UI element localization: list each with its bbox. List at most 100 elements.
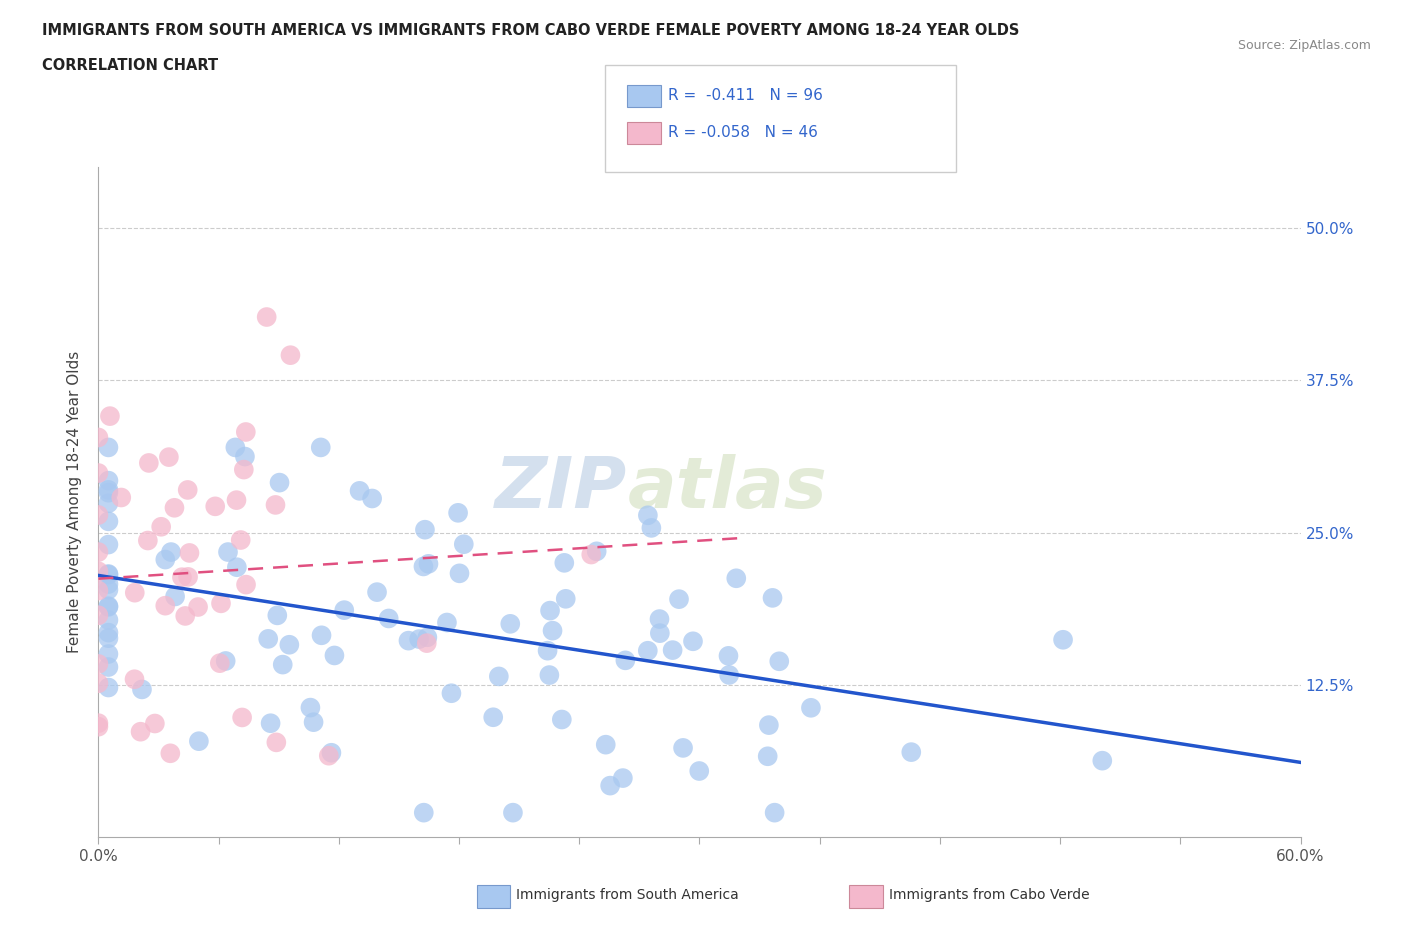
Point bbox=[138, 456, 160, 471]
Point bbox=[541, 623, 564, 638]
Point bbox=[97, 566, 120, 581]
Point bbox=[187, 600, 209, 615]
Point bbox=[321, 745, 343, 760]
Point bbox=[900, 745, 922, 760]
Point bbox=[124, 671, 146, 686]
Point bbox=[187, 734, 209, 749]
Point bbox=[87, 466, 110, 481]
Point bbox=[278, 637, 301, 652]
Point bbox=[538, 604, 561, 618]
Point bbox=[333, 603, 356, 618]
Y-axis label: Female Poverty Among 18-24 Year Olds: Female Poverty Among 18-24 Year Olds bbox=[67, 352, 83, 654]
Point bbox=[581, 547, 603, 562]
Point bbox=[97, 440, 120, 455]
Point bbox=[311, 628, 333, 643]
Point bbox=[266, 735, 288, 750]
Point bbox=[215, 654, 238, 669]
Point bbox=[269, 475, 291, 490]
Point bbox=[97, 538, 120, 552]
Point bbox=[668, 591, 690, 606]
Point bbox=[377, 611, 399, 626]
Point bbox=[1091, 753, 1114, 768]
Point bbox=[87, 719, 110, 734]
Point bbox=[259, 716, 281, 731]
Point bbox=[718, 668, 741, 683]
Point bbox=[163, 500, 186, 515]
Point bbox=[174, 608, 197, 623]
Point bbox=[302, 715, 325, 730]
Point bbox=[416, 630, 439, 644]
Point bbox=[758, 718, 780, 733]
Point bbox=[217, 545, 239, 560]
Text: Immigrants from South America: Immigrants from South America bbox=[516, 887, 738, 902]
Point bbox=[97, 625, 120, 640]
Point bbox=[412, 559, 434, 574]
Point bbox=[97, 473, 120, 488]
Point bbox=[440, 685, 463, 700]
Point bbox=[640, 521, 662, 536]
Point bbox=[309, 440, 332, 455]
Point bbox=[97, 631, 120, 645]
Point bbox=[637, 644, 659, 658]
Point bbox=[124, 585, 146, 600]
Point bbox=[323, 648, 346, 663]
Point bbox=[688, 764, 710, 778]
Point bbox=[97, 599, 120, 614]
Point bbox=[538, 668, 561, 683]
Point bbox=[682, 634, 704, 649]
Point bbox=[224, 440, 246, 455]
Point bbox=[97, 659, 120, 674]
Point bbox=[97, 485, 120, 500]
Text: atlas: atlas bbox=[627, 455, 827, 524]
Point bbox=[208, 656, 231, 671]
Point bbox=[97, 600, 120, 615]
Point bbox=[136, 533, 159, 548]
Point bbox=[177, 569, 200, 584]
Point bbox=[412, 805, 434, 820]
Point bbox=[756, 749, 779, 764]
Point bbox=[264, 498, 287, 512]
Point bbox=[436, 615, 458, 630]
Point bbox=[235, 578, 257, 592]
Point bbox=[1052, 632, 1074, 647]
Point bbox=[449, 565, 471, 580]
Point bbox=[129, 724, 152, 739]
Point bbox=[157, 450, 180, 465]
Point bbox=[763, 805, 786, 820]
Point bbox=[97, 582, 120, 597]
Point bbox=[209, 596, 232, 611]
Point bbox=[231, 710, 253, 724]
Text: R = -0.058   N = 46: R = -0.058 N = 46 bbox=[668, 126, 818, 140]
Point bbox=[418, 556, 440, 571]
Point bbox=[672, 740, 695, 755]
Point bbox=[800, 700, 823, 715]
Point bbox=[87, 545, 110, 560]
Point bbox=[97, 680, 120, 695]
Point bbox=[165, 589, 187, 604]
Point bbox=[98, 408, 121, 423]
Point bbox=[398, 633, 420, 648]
Point bbox=[447, 505, 470, 520]
Point bbox=[266, 608, 288, 623]
Text: CORRELATION CHART: CORRELATION CHART bbox=[42, 58, 218, 73]
Point bbox=[366, 585, 388, 600]
Point bbox=[280, 348, 302, 363]
Point bbox=[97, 514, 120, 529]
Point bbox=[160, 545, 183, 560]
Point bbox=[204, 498, 226, 513]
Point bbox=[87, 716, 110, 731]
Point bbox=[553, 555, 575, 570]
Point bbox=[637, 508, 659, 523]
Point bbox=[614, 653, 637, 668]
Point bbox=[554, 591, 576, 606]
Point bbox=[97, 483, 120, 498]
Point bbox=[232, 462, 254, 477]
Point bbox=[97, 577, 120, 591]
Point bbox=[725, 571, 748, 586]
Point bbox=[87, 564, 110, 578]
Point bbox=[177, 483, 200, 498]
Point bbox=[408, 631, 430, 646]
Point bbox=[453, 537, 475, 551]
Text: Immigrants from Cabo Verde: Immigrants from Cabo Verde bbox=[889, 887, 1090, 902]
Point bbox=[416, 636, 439, 651]
